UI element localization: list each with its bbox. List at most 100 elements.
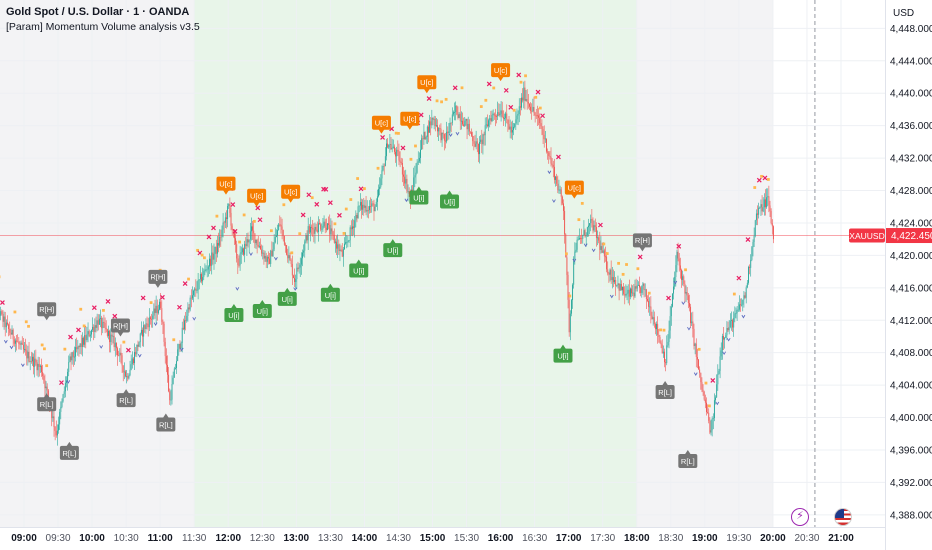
candle[interactable] [662,345,664,358]
us-flag-icon[interactable] [834,508,852,526]
candle[interactable] [472,131,474,147]
currency-selector[interactable]: USD [893,8,915,19]
candle[interactable] [418,152,420,163]
candle[interactable] [767,188,769,207]
candle[interactable] [273,234,275,252]
candle[interactable] [187,302,189,322]
candle[interactable] [171,375,173,405]
candle[interactable] [285,242,286,253]
candle[interactable] [358,205,360,213]
candle[interactable] [415,163,417,184]
candle[interactable] [222,213,224,238]
candle[interactable] [592,217,594,234]
candle[interactable] [24,342,25,353]
candle[interactable] [16,334,18,351]
candle[interactable] [117,346,118,366]
candle[interactable] [482,133,484,155]
candle[interactable] [692,311,694,338]
candle[interactable] [730,311,732,331]
candle[interactable] [741,298,743,307]
candle[interactable] [244,240,246,263]
candle[interactable] [249,222,251,244]
indicator-title[interactable]: [Param] Momentum Volume analysis v3.5 [6,21,200,33]
candle[interactable] [274,227,276,244]
candle[interactable] [362,199,364,216]
candle[interactable] [425,135,427,144]
candle[interactable] [625,284,627,298]
candle[interactable] [597,230,598,246]
candle[interactable] [530,102,532,114]
candle[interactable] [733,311,735,337]
candle[interactable] [664,348,665,368]
candle[interactable] [250,217,252,241]
candle[interactable] [448,123,450,140]
candle[interactable] [93,324,95,341]
candle[interactable] [765,189,766,216]
candle[interactable] [475,130,477,150]
candle[interactable] [511,120,513,140]
candle[interactable] [120,344,122,364]
candle[interactable] [266,255,268,269]
candle[interactable] [271,241,273,257]
candle[interactable] [100,309,101,328]
signal-label[interactable]: U[c] [281,184,301,203]
candle[interactable] [287,248,289,263]
candle[interactable] [737,302,739,313]
candle[interactable] [694,342,696,355]
candle[interactable] [27,345,29,366]
candle[interactable] [509,119,511,139]
candle[interactable] [131,351,133,369]
candle[interactable] [213,243,215,270]
candle[interactable] [366,200,368,218]
candle[interactable] [164,337,166,364]
candle[interactable] [212,245,214,265]
candle[interactable] [752,239,754,257]
candle[interactable] [85,326,87,349]
candle[interactable] [563,199,564,221]
candle[interactable] [615,277,617,296]
candle[interactable] [416,159,418,174]
candle[interactable] [325,218,327,233]
candle[interactable] [150,315,151,325]
candle[interactable] [700,372,702,390]
candle[interactable] [707,404,709,414]
candle[interactable] [422,135,424,150]
candle[interactable] [593,220,595,233]
candle[interactable] [307,217,309,251]
candle[interactable] [719,347,721,379]
candle[interactable] [123,362,125,380]
candle[interactable] [128,373,130,380]
candle[interactable] [600,236,602,254]
candle[interactable] [451,107,453,126]
candle[interactable] [204,263,206,276]
candle[interactable] [463,117,465,127]
signal-labels[interactable]: R[H] R[H] R[L] R[L] R[H] R[L] R[H] R[L] U[c] U[i]… [0,63,698,468]
candle[interactable] [529,103,530,111]
candle[interactable] [420,140,421,164]
candle[interactable] [617,275,619,289]
candle[interactable] [379,177,381,196]
candle[interactable] [492,109,494,121]
candle[interactable] [297,261,299,272]
candle[interactable] [534,111,536,123]
candle[interactable] [566,254,568,286]
candle[interactable] [162,319,164,334]
candle[interactable] [761,195,763,216]
signal-label[interactable]: R[L] [37,393,57,412]
candle[interactable] [627,284,629,304]
candle[interactable] [12,328,14,347]
candle[interactable] [328,216,330,230]
candle[interactable] [46,383,48,396]
candle[interactable] [43,373,45,384]
candle[interactable] [679,257,681,279]
candle[interactable] [70,352,72,371]
candle[interactable] [351,218,353,237]
candle[interactable] [426,125,428,144]
candle[interactable] [505,111,507,127]
candle[interactable] [205,265,207,273]
candle[interactable] [344,237,345,250]
candle[interactable] [254,233,256,249]
candle[interactable] [743,291,745,308]
candle[interactable] [4,311,6,337]
candle[interactable] [127,373,129,382]
